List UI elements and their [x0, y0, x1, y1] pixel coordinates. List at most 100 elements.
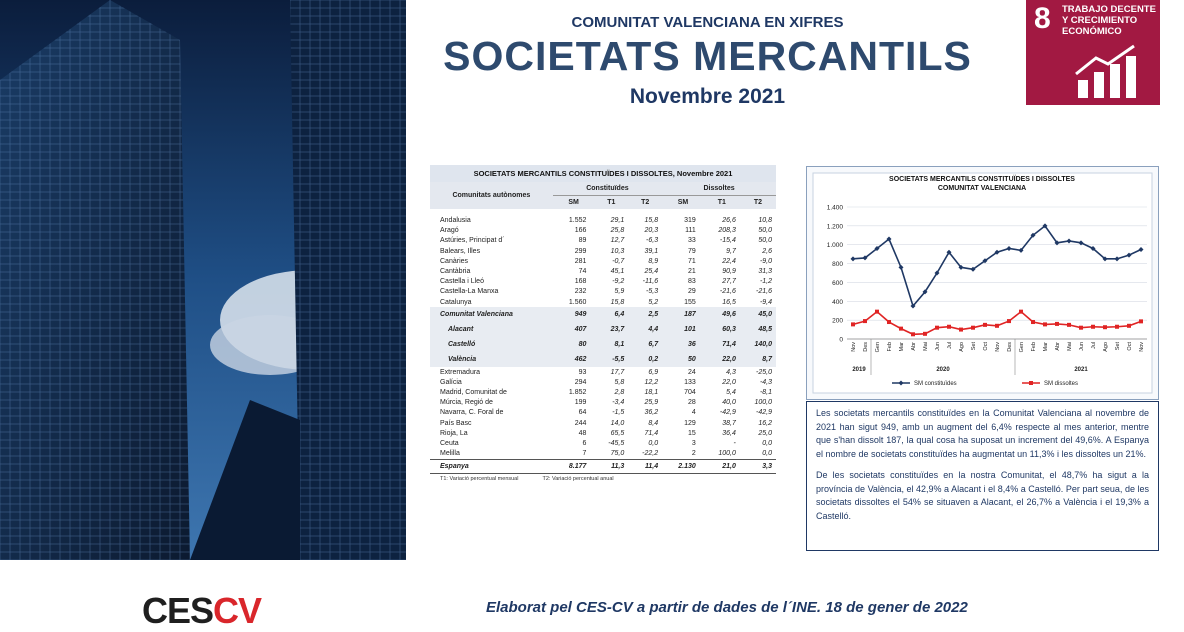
data-point: [970, 266, 976, 272]
table-cell: 1.852: [568, 389, 587, 397]
table-row: País Basc 244 14,0 8,4 129 38,7 16,2: [430, 418, 776, 428]
table-cell: 704: [684, 389, 696, 397]
table-cell: 0,2: [628, 352, 663, 368]
x-tick-label: Nov: [851, 342, 857, 352]
data-point: [1090, 245, 1096, 251]
data-point: [850, 256, 856, 262]
table-cell: -: [733, 440, 736, 447]
year-label: 2021: [1074, 367, 1088, 373]
header-cell: Comunitats autònomes: [430, 182, 553, 209]
data-point: [1054, 240, 1060, 246]
header-cell: T1: [594, 195, 629, 209]
table-cell: -42,9: [719, 409, 736, 417]
chart-title: SOCIETATS MERCANTILS CONSTITUÏDES I DISS…: [889, 175, 1075, 183]
header-cell: T2: [739, 195, 776, 209]
data-point: [983, 322, 987, 327]
y-tick-label: 1.200: [827, 223, 844, 230]
table-cell: 6,4: [594, 307, 629, 323]
table-row: Comunitat Valenciana 949 6,4 2,5 187 49,6 45,0: [430, 307, 776, 323]
table-cell: 2,5: [628, 307, 663, 323]
table-cell: -22,2: [642, 450, 659, 458]
paragraph: De les societats constituïdes en la nost…: [816, 470, 1149, 521]
table-note: T1: Variació percentual mensual: [440, 475, 519, 482]
table-cell: 12,2: [644, 378, 659, 386]
table-cell: 71,4: [703, 337, 740, 353]
data-point: [1091, 324, 1095, 329]
table-cell: 50: [662, 352, 704, 368]
table-cell: 49,6: [703, 307, 740, 323]
table-cell: Andalusia: [440, 217, 471, 224]
x-tick-label: Jul: [947, 342, 953, 349]
x-tick-label: Mar: [1043, 342, 1049, 352]
table-cell: Galícia: [440, 378, 462, 386]
table-cell: 20,3: [644, 227, 659, 235]
table-cell: 71: [688, 257, 696, 265]
table-cell: 155: [684, 298, 696, 306]
table-cell: 319: [684, 217, 696, 224]
table-cell: Castelló: [430, 337, 553, 353]
table-cell: 18,1: [644, 389, 659, 397]
table-cell: 29,1: [610, 217, 625, 224]
table-cell: 11,3: [594, 458, 629, 474]
table-cell: 2,8: [614, 389, 625, 397]
data-point: [1126, 252, 1132, 258]
data-point: [910, 303, 916, 309]
table-cell: 89: [578, 237, 587, 245]
legend-label: SM dissoltes: [1044, 381, 1078, 387]
table-cell: 22,4: [722, 257, 736, 265]
data-point: [971, 325, 975, 330]
table-cell: 199: [574, 399, 587, 407]
table-cell: 24: [688, 368, 696, 376]
table-cell: 45,0: [739, 307, 776, 323]
table-cell: 0,0: [648, 440, 659, 447]
table-cell: 22,0: [722, 378, 736, 386]
data-point: [874, 245, 880, 251]
table-cell: 281: [574, 257, 587, 265]
footer-credit: Elaborat pel CES-CV a partir de dades de…: [486, 599, 968, 616]
table-cell: -21,6: [719, 288, 736, 296]
logo-text: CV: [213, 590, 262, 631]
data-point: [886, 236, 892, 242]
data-point: [1031, 320, 1035, 325]
table-cell: 5,2: [648, 298, 659, 306]
data-point: [1114, 256, 1120, 262]
table-cell: 29: [688, 288, 696, 296]
table-row: Galícia 294 5,8 12,2 133 22,0 -4,3: [430, 377, 776, 387]
data-point: [1006, 245, 1012, 251]
data-point: [1043, 322, 1047, 327]
table-cell: 407: [552, 322, 595, 338]
table-cell: 74: [578, 267, 587, 275]
table-cell: 0,0: [762, 450, 772, 458]
data-point: [959, 327, 963, 332]
table-cell: 50,0: [758, 227, 772, 235]
chart: SOCIETATS MERCANTILS CONSTITUÏDES I DISS…: [812, 172, 1153, 394]
table-cell: -9,4: [759, 298, 772, 306]
table-cell: 5,8: [614, 378, 625, 386]
table-cell: 6,7: [628, 337, 663, 353]
table-cell: 48,5: [739, 322, 776, 338]
table-cell: 83: [688, 278, 696, 286]
table-cell: 5,4: [726, 389, 736, 397]
table-cell: 79: [688, 247, 696, 255]
y-tick-label: 400: [832, 299, 843, 306]
table-cell: 244: [574, 419, 587, 427]
data-point: [899, 326, 903, 331]
data-point: [947, 324, 951, 329]
x-tick-label: Ago: [1103, 342, 1109, 352]
table-cell: Aragó: [440, 227, 459, 235]
header-cell: SM: [552, 195, 595, 209]
table-cell: 93: [578, 368, 587, 376]
table-cell: 101: [662, 322, 704, 338]
x-tick-label: Oct: [1127, 342, 1133, 351]
table-cell: Extremadura: [440, 368, 481, 376]
x-tick-label: Gen: [1019, 342, 1025, 352]
data-point: [851, 322, 855, 327]
table-row: Castella i Lleó 168 -9,2 -11,6 83 27,7 -1,2: [430, 277, 776, 287]
legend-marker: [898, 380, 904, 386]
data-point: [875, 309, 879, 314]
data-point: [1007, 319, 1011, 324]
table-cell: -0,7: [612, 257, 625, 265]
table-cell: -1,5: [612, 409, 625, 417]
x-tick-label: Des: [1007, 342, 1013, 352]
data-point: [923, 331, 927, 336]
